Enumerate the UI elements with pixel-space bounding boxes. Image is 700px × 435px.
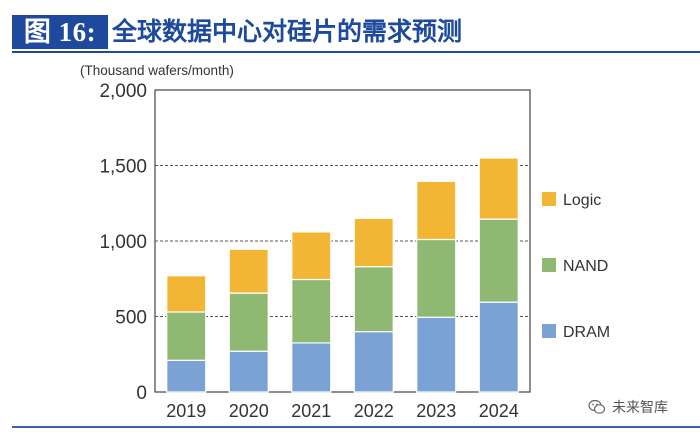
bar-segment-dram [353, 331, 394, 393]
y-tick-label: 2,000 [99, 81, 147, 102]
legend-swatch-logic [542, 192, 556, 206]
x-tick-label: 2021 [291, 401, 331, 421]
wechat-icon [588, 399, 606, 414]
bar-segment-logic [353, 217, 394, 268]
bar-segment-logic [291, 231, 332, 281]
bar-segment-nand [353, 266, 394, 333]
watermark: 未来智库 [588, 397, 668, 417]
bar-segment-dram [166, 359, 207, 393]
legend-swatch-nand [542, 258, 556, 272]
x-tick-label: 2024 [479, 401, 519, 421]
bar-segment-logic [166, 275, 207, 313]
x-tick-label: 2022 [354, 401, 394, 421]
footer-rule [12, 426, 700, 428]
legend-label-logic: Logic [563, 192, 601, 209]
legend-label-dram: DRAM [563, 324, 610, 341]
header-rule [12, 51, 700, 53]
y-tick-label: 1,500 [99, 157, 147, 178]
figure-header: 图 16: 全球数据中心对硅片的需求预测 [0, 0, 700, 56]
figure-title: 全球数据中心对硅片的需求预测 [112, 17, 463, 46]
x-tick-label: 2020 [229, 401, 269, 421]
x-tick-label: 2023 [416, 401, 456, 421]
bar-segment-nand [416, 238, 457, 318]
bar-segment-nand [166, 311, 207, 361]
y-tick-label: 0 [136, 383, 147, 404]
y-tick-label: 1,000 [99, 232, 147, 253]
bar-segment-nand [291, 278, 332, 344]
y-axis-unit-label: (Thousand wafers/month) [80, 63, 234, 78]
bar-segment-dram [416, 316, 457, 393]
bar-segment-nand [478, 218, 519, 303]
bar-segment-logic [228, 248, 269, 294]
legend-swatch-dram [542, 324, 556, 338]
bar-segment-dram [291, 342, 332, 393]
bar-segment-logic [416, 180, 457, 241]
figure-label: 图 16: [12, 15, 108, 49]
bar-segment-dram [478, 301, 519, 393]
bar-segment-logic [478, 157, 519, 220]
watermark-text: 未来智库 [612, 400, 668, 416]
bar-segment-dram [228, 350, 269, 393]
x-tick-label: 2019 [166, 401, 206, 421]
legend-label-nand: NAND [563, 258, 608, 275]
bar-segment-nand [228, 292, 269, 352]
y-tick-label: 500 [115, 308, 147, 329]
